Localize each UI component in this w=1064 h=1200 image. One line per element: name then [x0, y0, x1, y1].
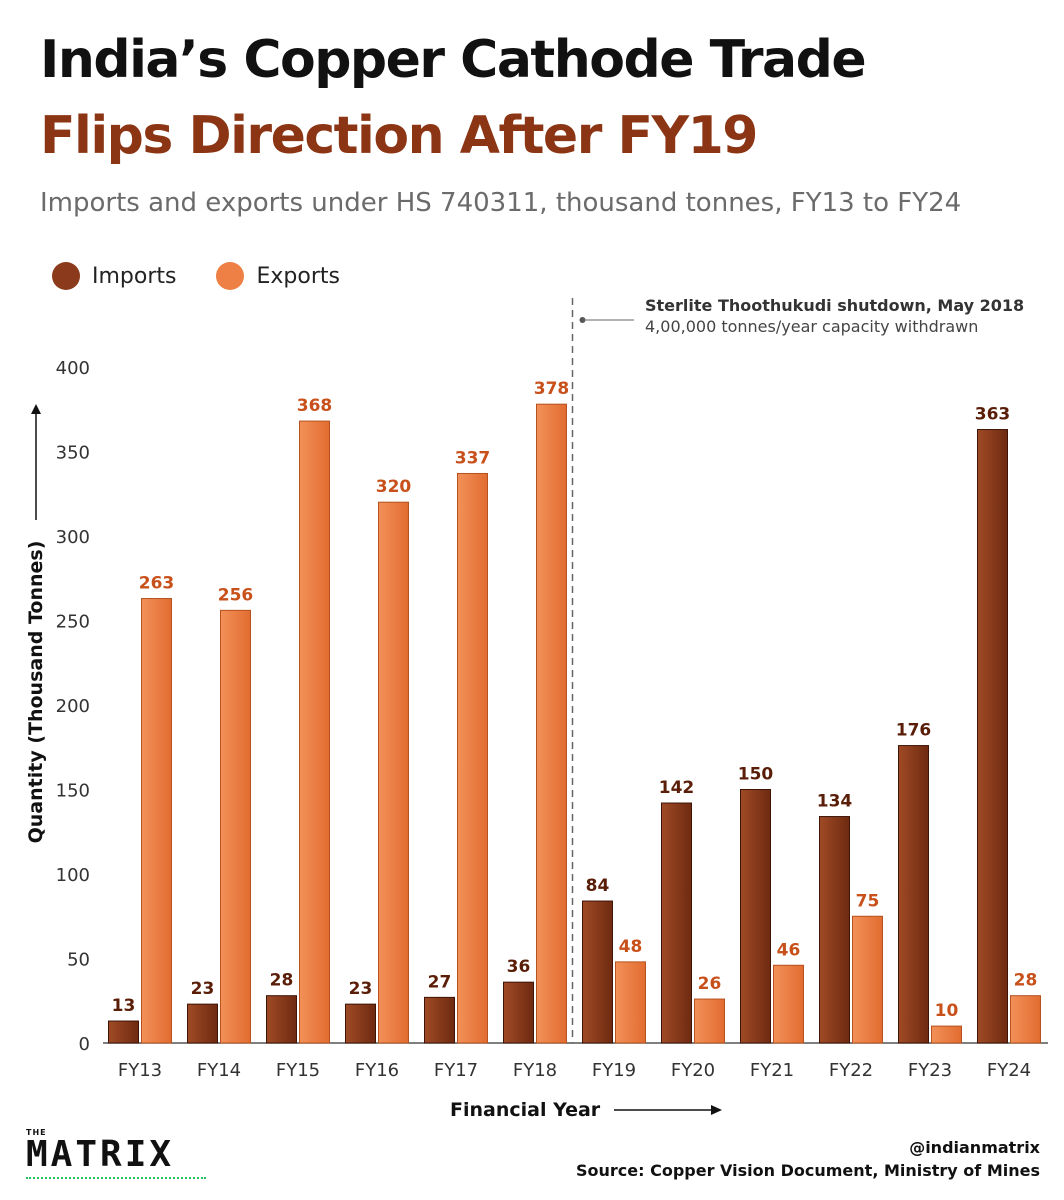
data-label-imports: 23 [349, 979, 373, 999]
data-label-imports: 176 [896, 721, 932, 741]
x-tick-label: FY24 [987, 1060, 1031, 1081]
annotation-subtitle: 4,00,000 tonnes/year capacity withdrawn [645, 316, 979, 336]
bar-exports-fy21 [773, 964, 804, 1044]
y-axis-arrow-head [31, 404, 41, 414]
bar-exports-fy15 [299, 420, 330, 1044]
data-label-imports: 363 [975, 405, 1011, 425]
data-label-imports: 134 [817, 792, 853, 812]
logo-small-text: THE [26, 1128, 47, 1137]
data-label-imports: 23 [191, 979, 215, 999]
y-tick-label: 300 [56, 527, 90, 548]
chart-title: India’s Copper Cathode Trade [40, 30, 867, 90]
bar-imports-fy21 [740, 789, 771, 1044]
data-label-exports: 263 [139, 574, 175, 594]
y-tick-label: 0 [79, 1034, 90, 1055]
bar-imports-fy24 [977, 429, 1008, 1044]
data-label-imports: 36 [507, 957, 531, 977]
data-label-exports: 46 [777, 940, 801, 960]
y-tick-label: 200 [56, 696, 90, 717]
bar-exports-fy20 [694, 998, 725, 1044]
y-tick-label: 400 [56, 358, 90, 379]
x-axis-arrow-head [711, 1105, 722, 1115]
data-label-exports: 48 [619, 937, 643, 957]
bar-exports-fy14 [220, 609, 251, 1044]
bar-imports-fy19 [582, 900, 613, 1044]
data-label-imports: 28 [270, 971, 294, 991]
x-tick-label: FY20 [671, 1060, 715, 1081]
x-tick-label: FY14 [197, 1060, 241, 1081]
chart-title-highlight: Flips Direction After FY19 [40, 106, 758, 166]
logo-main-text: MATRIX [26, 1134, 175, 1175]
bar-exports-fy23 [931, 1025, 962, 1044]
x-tick-label: FY15 [276, 1060, 320, 1081]
bar-imports-fy20 [661, 802, 692, 1044]
y-tick-label: 50 [67, 950, 90, 971]
bar-exports-fy16 [378, 501, 409, 1044]
legend-swatch-imports [52, 262, 80, 290]
chart-subtitle: Imports and exports under HS 740311, tho… [40, 188, 962, 218]
data-label-exports: 10 [935, 1001, 959, 1021]
bar-exports-fy17 [457, 472, 488, 1044]
data-label-exports: 378 [534, 379, 570, 399]
bar-exports-fy18 [536, 403, 567, 1044]
y-tick-label: 150 [56, 781, 90, 802]
legend-label-exports: Exports [256, 263, 340, 289]
y-tick-label: 350 [56, 443, 90, 464]
legend: Imports Exports [52, 262, 380, 290]
data-label-exports: 256 [218, 585, 254, 605]
matrix-logo: THE MATRIX [26, 1128, 206, 1179]
shutdown-annotation: Sterlite Thoothukudi shutdown, May 2018 … [645, 296, 1024, 338]
data-label-imports: 150 [738, 765, 774, 785]
bar-imports-fy16 [345, 1003, 376, 1044]
data-label-exports: 75 [856, 891, 880, 911]
logo-underline [26, 1175, 206, 1179]
y-tick-label: 250 [56, 612, 90, 633]
legend-label-imports: Imports [92, 263, 177, 289]
legend-swatch-exports [216, 262, 245, 290]
bar-imports-fy23 [898, 745, 929, 1044]
bar-exports-fy24 [1010, 995, 1041, 1044]
footer: @indianmatrix Source: Copper Vision Docu… [576, 1136, 1040, 1182]
source-note: Source: Copper Vision Document, Ministry… [576, 1161, 1040, 1181]
x-tick-label: FY13 [118, 1060, 162, 1081]
bar-imports-fy17 [424, 996, 455, 1044]
data-label-imports: 84 [586, 876, 610, 896]
annotation-title: Sterlite Thoothukudi shutdown, May 2018 [645, 296, 1025, 315]
data-label-exports: 26 [698, 974, 722, 994]
bar-imports-fy22 [819, 816, 850, 1044]
bar-imports-fy14 [187, 1003, 218, 1044]
y-axis-title: Quantity (Thousand Tonnes) [25, 541, 47, 844]
data-label-exports: 337 [455, 448, 491, 468]
social-handle: @indianmatrix [909, 1138, 1040, 1157]
legend-item-exports: Exports [216, 262, 340, 290]
bar-exports-fy22 [852, 915, 883, 1044]
x-axis-title: Financial Year [450, 1099, 601, 1121]
bar-imports-fy18 [503, 981, 534, 1044]
y-tick-label: 100 [56, 865, 90, 886]
bar-exports-fy19 [615, 961, 646, 1044]
x-tick-label: FY16 [355, 1060, 399, 1081]
data-label-imports: 142 [659, 778, 695, 798]
bar-exports-fy13 [141, 598, 172, 1044]
x-tick-label: FY17 [434, 1060, 478, 1081]
x-tick-label: FY18 [513, 1060, 557, 1081]
data-label-imports: 27 [428, 972, 452, 992]
bar-imports-fy13 [108, 1020, 139, 1044]
bar-imports-fy15 [266, 995, 297, 1044]
x-tick-label: FY22 [829, 1060, 873, 1081]
x-tick-label: FY21 [750, 1060, 794, 1081]
x-tick-label: FY23 [908, 1060, 952, 1081]
legend-item-imports: Imports [52, 262, 176, 290]
data-label-exports: 28 [1014, 971, 1038, 991]
data-label-exports: 320 [376, 477, 412, 497]
data-label-exports: 368 [297, 396, 333, 416]
x-tick-label: FY19 [592, 1060, 636, 1081]
data-label-imports: 13 [112, 996, 136, 1016]
